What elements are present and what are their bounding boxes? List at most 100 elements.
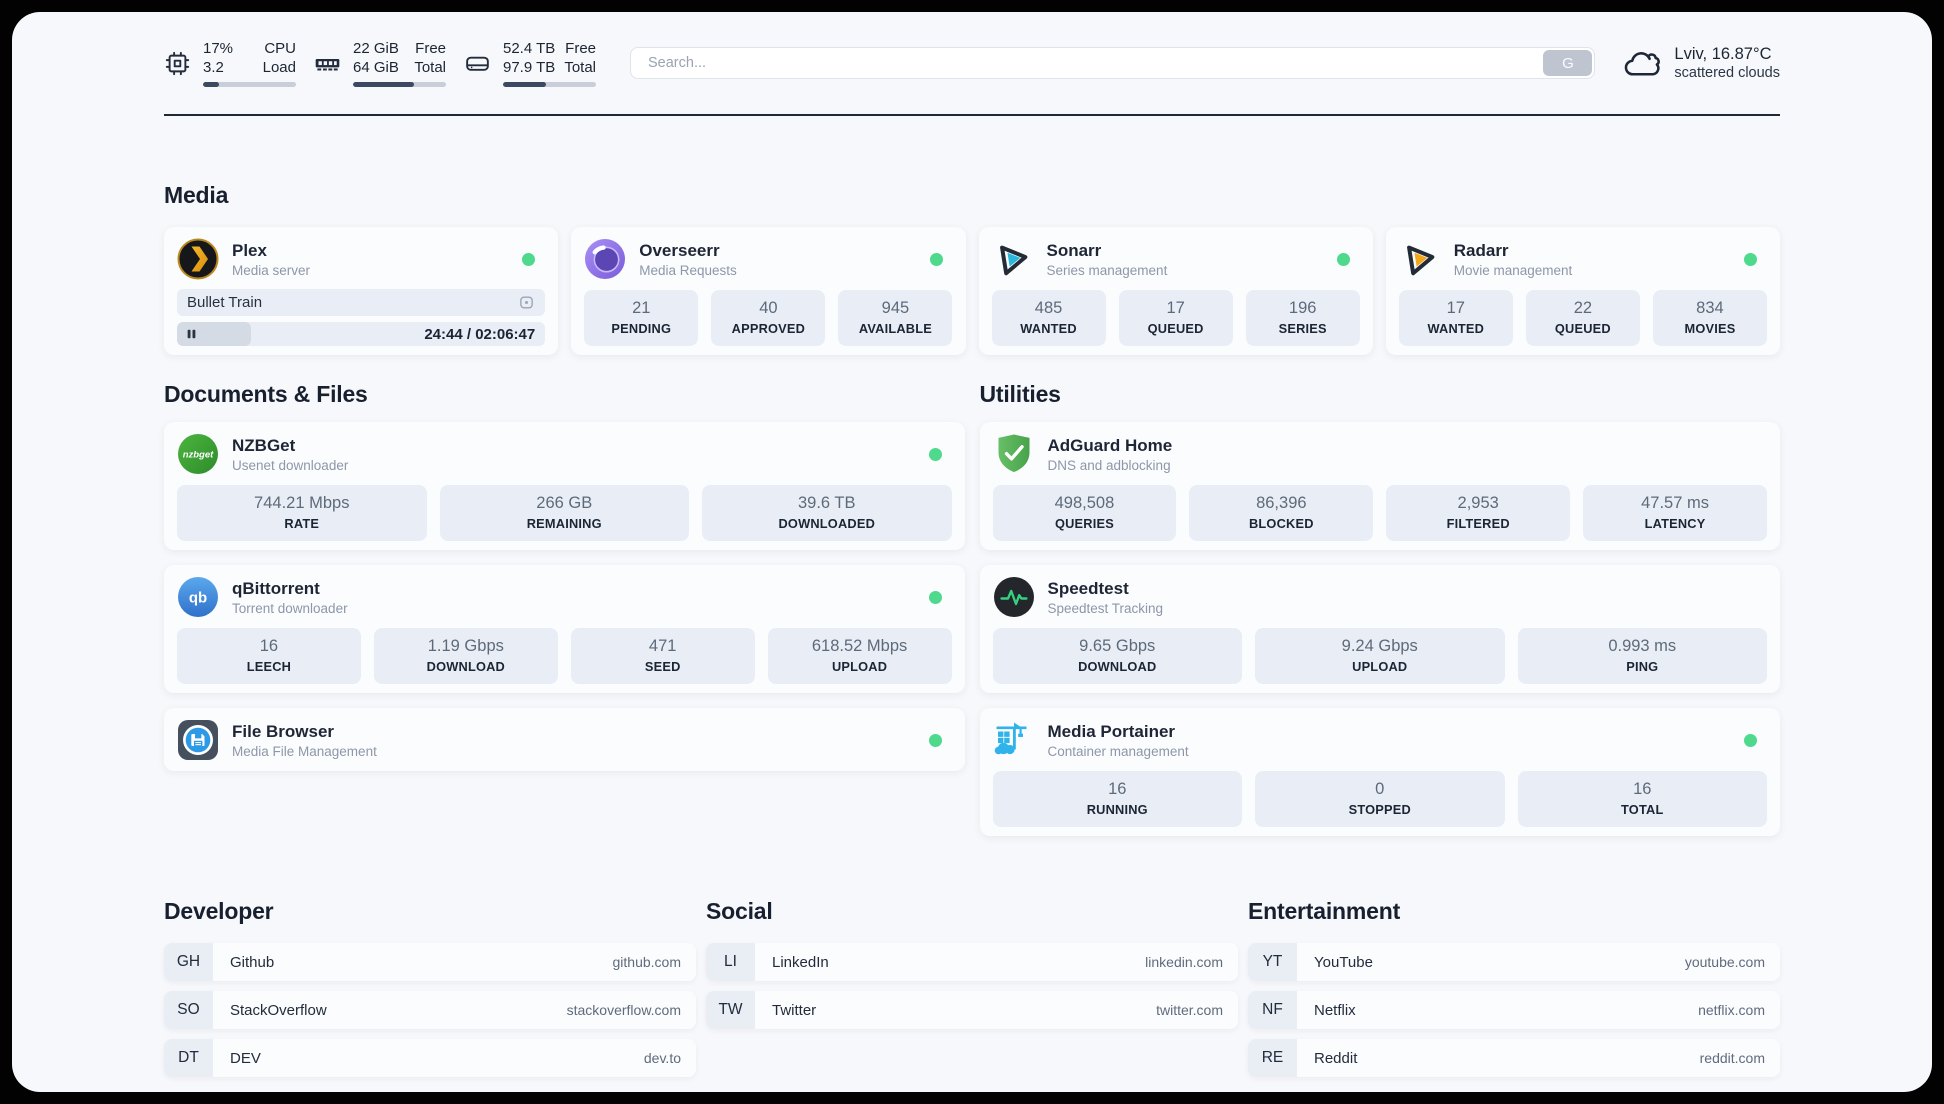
app-description: Torrent downloader <box>232 600 348 616</box>
stat-value: 618.52 Mbps <box>811 637 908 655</box>
link-abbr-badge: TW <box>706 991 755 1029</box>
link-group-title: Developer <box>164 898 274 924</box>
app-name: File Browser <box>232 721 335 741</box>
app-card-radarr[interactable]: Radarr Movie management 17 WANTED 22 QUE… <box>1385 227 1780 355</box>
ram-icon <box>314 50 341 77</box>
status-online-dot <box>1744 252 1757 266</box>
weather-location-temp: Lviv, 16.87°C <box>1674 44 1772 63</box>
app-name: Plex <box>232 240 267 260</box>
section-utilities: Utilities AdGuard Home DNS and adblockin… <box>979 381 1780 836</box>
app-card-overseerr[interactable]: Overseerr Media Requests 21 PENDING 40 A… <box>571 227 966 355</box>
stat-label: DOWNLOAD <box>426 659 505 674</box>
app-stats: 498,508 QUERIES 86,396 BLOCKED 2,953 FIL… <box>992 485 1767 541</box>
link-row-twitter[interactable]: TW Twitter twitter.com <box>706 991 1238 1029</box>
stat-value: 744.21 Mbps <box>254 494 350 512</box>
link-name: Reddit <box>1314 1049 1358 1067</box>
status-online-dot <box>1744 733 1757 747</box>
stat-label: WANTED <box>1020 321 1077 336</box>
link-name: Twitter <box>772 1001 817 1019</box>
stat-value: 17 <box>1166 299 1185 317</box>
adguard-icon <box>993 433 1035 475</box>
pause-icon <box>186 328 197 340</box>
stat-value: 86,396 <box>1256 494 1307 512</box>
app-card-sonarr[interactable]: Sonarr Series management 485 WANTED 17 Q… <box>978 227 1373 355</box>
usage-bar-fill <box>203 82 219 87</box>
stat-label: LATENCY <box>1644 516 1706 531</box>
link-row-stackoverflow[interactable]: SO StackOverflow stackoverflow.com <box>164 991 696 1029</box>
stat-value: 21 <box>632 299 651 317</box>
stat-box: 0 STOPPED <box>1255 771 1505 827</box>
app-card-qbittorrent[interactable]: qb qBittorrent Torrent downloader 16 LEE… <box>164 565 965 693</box>
search-engine-button[interactable]: G <box>1543 50 1593 76</box>
now-playing-row: Bullet Train <box>177 289 546 316</box>
link-row-netflix[interactable]: NF Netflix netflix.com <box>1248 991 1780 1029</box>
app-description: Movie management <box>1453 262 1573 278</box>
link-abbr-badge: DT <box>164 1039 213 1077</box>
app-card-file-browser[interactable]: File Browser Media File Management <box>164 708 965 771</box>
status-online-dot <box>1336 252 1350 266</box>
stat-value: 9.24 Gbps <box>1341 637 1418 655</box>
app-card-media-portainer[interactable]: Media Portainer Container management 16 … <box>979 708 1780 836</box>
header: 17% 3.2 CPU Load 22 GiB 64 GiB Free Total 52… <box>164 12 1780 92</box>
stat-value: 16 <box>1108 780 1127 798</box>
app-card-nzbget[interactable]: nzbget NZBGet Usenet downloader 744.21 M… <box>164 422 965 550</box>
app-card-speedtest[interactable]: Speedtest Speedtest Tracking 9.65 Gbps D… <box>979 565 1780 693</box>
stat-label: AVAILABLE <box>858 321 933 336</box>
link-abbr-badge: NF <box>1248 991 1297 1029</box>
link-url: dev.to <box>643 1050 681 1066</box>
stat-value: 16 <box>1633 780 1652 798</box>
link-url: youtube.com <box>1684 954 1765 970</box>
stat-box: 834 MOVIES <box>1652 290 1767 346</box>
link-row-linkedin[interactable]: LI LinkedIn linkedin.com <box>706 943 1238 981</box>
search-input[interactable] <box>630 47 1596 79</box>
stat-label: DOWNLOAD <box>1078 659 1157 674</box>
stat-label: REMAINING <box>526 516 602 531</box>
stat-label: SEED <box>644 659 681 674</box>
svg-text:nzbget: nzbget <box>183 450 214 461</box>
stat-value: 485 <box>1034 299 1063 317</box>
stat-label: WANTED <box>1427 321 1485 336</box>
link-row-youtube[interactable]: YT YouTube youtube.com <box>1248 943 1780 981</box>
status-online-dot <box>929 252 943 266</box>
link-group-entertainment: Entertainment YT YouTube youtube.com NF … <box>1248 898 1780 1087</box>
app-stats: 485 WANTED 17 QUEUED 196 SERIES <box>991 290 1360 346</box>
app-name: Sonarr <box>1046 240 1102 260</box>
system-values: 22 GiB 64 GiB <box>353 40 399 76</box>
app-name: Media Portainer <box>1047 721 1176 741</box>
stat-label: STOPPED <box>1348 802 1411 817</box>
stat-label: FILTERED <box>1446 516 1510 531</box>
stat-box: 16 RUNNING <box>992 771 1242 827</box>
stat-label: UPLOAD <box>1352 659 1408 674</box>
nzbget-icon: nzbget <box>177 433 219 475</box>
stat-value: 196 <box>1288 299 1317 317</box>
stat-label: QUERIES <box>1054 516 1114 531</box>
app-card-adguard-home[interactable]: AdGuard Home DNS and adblocking 498,508 … <box>979 422 1780 550</box>
section-title-media: Media <box>164 182 229 208</box>
stat-label: LEECH <box>246 659 292 674</box>
stat-box: 2,953 FILTERED <box>1386 485 1571 541</box>
section-title-utilities: Utilities <box>979 381 1061 407</box>
app-stats: 17 WANTED 22 QUEUED 834 MOVIES <box>1398 290 1767 346</box>
app-name: Overseerr <box>639 240 720 260</box>
link-row-github[interactable]: GH Github github.com <box>164 943 696 981</box>
usage-bar-fill <box>503 82 546 87</box>
documents-card-list: nzbget NZBGet Usenet downloader 744.21 M… <box>164 422 965 771</box>
system-labels: Free Total <box>414 40 446 76</box>
speedtest-icon <box>993 576 1035 618</box>
link-row-reddit[interactable]: RE Reddit reddit.com <box>1248 1039 1780 1077</box>
weather-condition: scattered clouds <box>1674 64 1780 81</box>
stat-value: 16 <box>259 637 279 655</box>
stat-box: 9.24 Gbps UPLOAD <box>1255 628 1505 684</box>
stat-box: 618.52 Mbps UPLOAD <box>767 628 952 684</box>
cpu-icon <box>164 50 191 77</box>
stat-box: 196 SERIES <box>1245 290 1360 346</box>
app-stats: 16 RUNNING 0 STOPPED 16 TOTAL <box>992 771 1767 827</box>
stat-box: 40 APPROVED <box>711 290 826 346</box>
stat-value: 47.57 ms <box>1641 494 1709 512</box>
stat-label: TOTAL <box>1621 802 1664 817</box>
stat-box: 0.993 ms PING <box>1517 628 1767 684</box>
stat-box: 39.6 TB DOWNLOADED <box>702 485 952 541</box>
app-card-plex[interactable]: Plex Media server Bullet Train 24:44 / 0… <box>164 227 559 355</box>
stat-value: 9.65 Gbps <box>1079 637 1156 655</box>
link-row-dev[interactable]: DT DEV dev.to <box>164 1039 696 1077</box>
